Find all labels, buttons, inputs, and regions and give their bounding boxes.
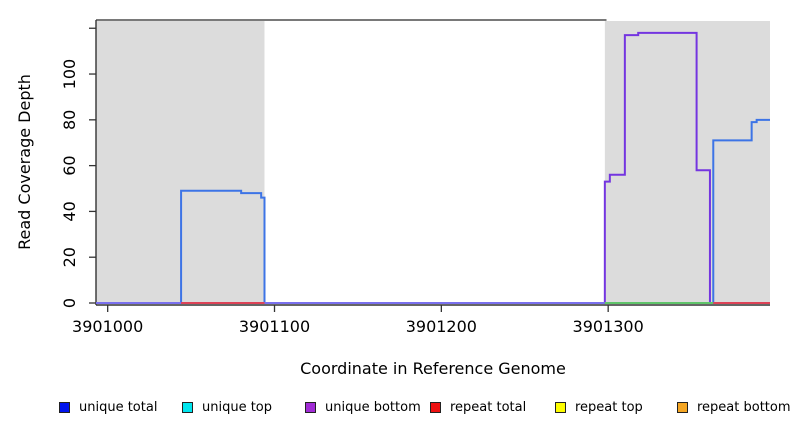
chart-legend: unique total unique top unique bottom repea… xyxy=(0,396,792,422)
legend-item-repeat-bottom: repeat bottom xyxy=(677,396,791,418)
coverage-series xyxy=(96,31,770,304)
legend-swatch xyxy=(59,401,70,413)
legend-swatch xyxy=(677,401,688,413)
legend-item-unique-total: unique total xyxy=(59,396,157,418)
repeat-region-shading xyxy=(96,21,770,303)
y-tick-label: 40 xyxy=(60,201,79,221)
legend-label: unique bottom xyxy=(325,399,421,415)
y-tick-label: 0 xyxy=(60,298,79,308)
legend-label: repeat total xyxy=(450,399,527,415)
x-tick-label: 3901300 xyxy=(573,317,644,336)
y-tick-label: 80 xyxy=(60,110,79,130)
x-tick-label: 3901100 xyxy=(239,317,310,336)
legend-label: repeat bottom xyxy=(697,399,791,415)
legend-item-unique-top: unique top xyxy=(182,396,272,418)
legend-swatch xyxy=(182,401,193,413)
legend-item-unique-bottom: unique bottom xyxy=(305,396,421,418)
y-tick-label: 60 xyxy=(60,155,79,175)
y-tick-label: 100 xyxy=(60,59,79,90)
legend-swatch xyxy=(430,401,441,413)
legend-item-repeat-total: repeat total xyxy=(430,396,526,418)
repeat-region xyxy=(604,21,770,303)
legend-swatch xyxy=(305,401,316,413)
legend-swatch xyxy=(555,401,566,413)
x-axis-title: Coordinate in Reference Genome xyxy=(300,359,566,378)
series-unique-bottom xyxy=(96,31,770,304)
legend-label: unique top xyxy=(202,399,273,415)
coverage-chart: 3901000 3901100 3901200 3901300 0 20 40 60 80 100… xyxy=(15,19,770,378)
x-tick-label: 3901000 xyxy=(72,317,143,336)
axes: 3901000 3901100 3901200 3901300 0 20 40 60 80 100 xyxy=(60,20,770,336)
legend-item-repeat-top: repeat top xyxy=(555,396,643,418)
legend-label: repeat top xyxy=(575,399,643,415)
x-tick-label: 3901200 xyxy=(406,317,477,336)
legend-label: unique total xyxy=(79,399,158,415)
series-unique-total xyxy=(96,118,770,304)
y-tick-label: 20 xyxy=(60,247,79,267)
y-axis-title: Read Coverage Depth xyxy=(15,74,34,250)
